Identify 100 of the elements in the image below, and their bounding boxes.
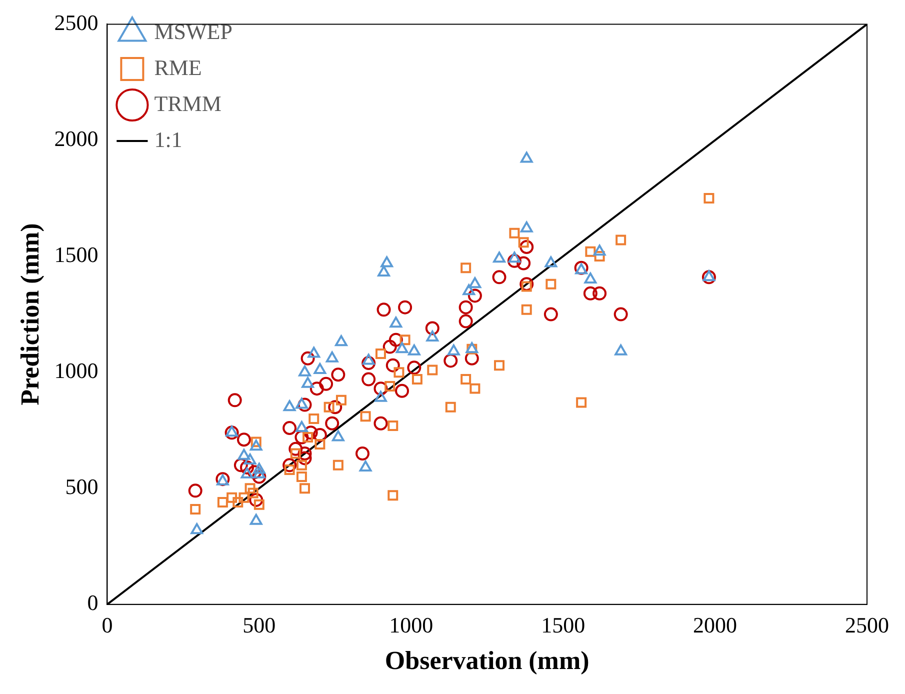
point (314, 439, 326, 450)
y-tick-label: 1000 (54, 358, 98, 384)
y-axis-title: Prediction (mm) (15, 223, 44, 406)
point (427, 364, 438, 376)
y-tick-label: 2500 (54, 10, 98, 35)
point (398, 300, 412, 314)
point (390, 316, 402, 328)
point (362, 354, 375, 365)
point (302, 376, 314, 388)
point (240, 467, 254, 478)
y-tick-label: 2000 (54, 126, 98, 152)
point (388, 420, 398, 431)
point (382, 340, 397, 354)
point (328, 400, 342, 414)
point (296, 398, 308, 409)
point (521, 304, 532, 315)
point (188, 484, 202, 498)
point (376, 302, 391, 317)
point (244, 483, 256, 494)
point (593, 244, 606, 256)
point (312, 428, 327, 442)
point (298, 451, 312, 466)
point (228, 393, 242, 408)
point (319, 376, 334, 391)
point (226, 426, 238, 437)
point (362, 372, 376, 386)
point (702, 270, 716, 282)
point (234, 458, 248, 472)
point (326, 351, 338, 362)
point (238, 492, 250, 503)
point (583, 286, 598, 300)
y-tick-label: 1500 (54, 242, 98, 268)
point (294, 430, 309, 444)
point (252, 467, 266, 478)
point (592, 286, 607, 300)
point (296, 460, 307, 470)
point (249, 492, 264, 507)
point (520, 277, 534, 292)
point (359, 460, 372, 472)
point (458, 314, 473, 328)
point (308, 346, 320, 358)
point (250, 514, 262, 525)
point (232, 497, 244, 508)
point (425, 321, 440, 336)
point (304, 426, 318, 440)
x-tick-label: 2500 (845, 612, 889, 638)
point (375, 348, 386, 359)
point (544, 256, 558, 268)
point (355, 446, 370, 461)
point (508, 252, 521, 263)
point (445, 402, 456, 412)
x-tick-label: 1000 (389, 612, 434, 638)
point (380, 256, 394, 268)
point (360, 411, 371, 422)
point (252, 470, 266, 484)
point (462, 284, 476, 296)
point (336, 394, 346, 406)
point (576, 397, 587, 408)
point (468, 288, 482, 303)
point (298, 446, 312, 461)
point (298, 398, 312, 412)
point (314, 363, 326, 374)
point (704, 193, 714, 204)
point (374, 416, 388, 430)
point (300, 351, 315, 366)
legend-label: TRMM (154, 90, 222, 116)
point (296, 472, 307, 482)
point (407, 360, 422, 375)
point (238, 448, 250, 460)
point (509, 228, 520, 238)
point (447, 344, 460, 356)
point (331, 368, 346, 382)
point (507, 254, 522, 268)
point (516, 256, 531, 270)
x-tick-label: 2000 (693, 612, 738, 638)
point (520, 221, 533, 232)
legend-label: 1:1 (154, 126, 182, 152)
point (412, 374, 422, 385)
point (296, 421, 308, 432)
point (492, 270, 506, 284)
point (324, 402, 334, 412)
point (282, 421, 297, 436)
point (244, 454, 256, 465)
point (594, 251, 605, 262)
point (384, 381, 396, 392)
point (190, 504, 201, 514)
point (408, 344, 420, 356)
legend-label: MSWEP (154, 18, 232, 44)
point (310, 382, 324, 396)
point (288, 442, 303, 456)
point (460, 374, 472, 385)
point (226, 492, 238, 503)
point (236, 432, 251, 447)
point (584, 272, 597, 284)
point (283, 400, 296, 412)
x-tick-label: 500 (242, 612, 276, 638)
point (362, 356, 376, 370)
point (458, 300, 473, 314)
point (386, 358, 400, 372)
point (224, 426, 239, 440)
